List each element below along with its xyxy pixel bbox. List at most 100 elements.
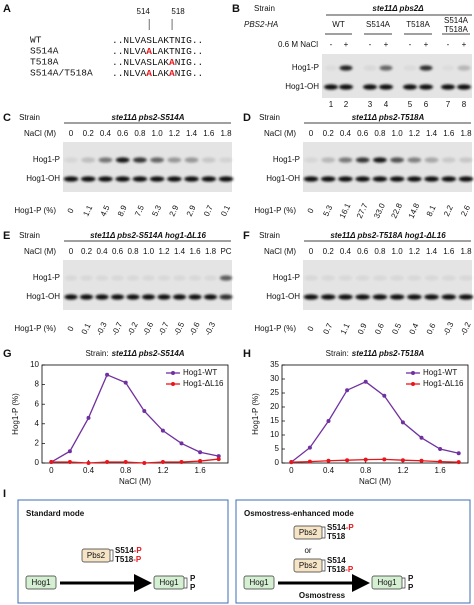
bracket bbox=[402, 577, 406, 589]
data-point bbox=[456, 460, 461, 465]
nacl-value: 0.4 bbox=[100, 129, 112, 138]
nacl-value: 0.4 bbox=[340, 129, 352, 138]
y-tick-label: 6 bbox=[35, 399, 40, 408]
legend-label: Hog1-WT bbox=[183, 368, 217, 377]
nacl-value: 0 bbox=[309, 247, 314, 256]
hog1p-value: -0.3 bbox=[441, 320, 455, 337]
data-point bbox=[105, 372, 110, 377]
lane-number: 2 bbox=[344, 100, 349, 109]
y-tick-label: 5 bbox=[275, 444, 280, 453]
phospho-band bbox=[441, 275, 456, 281]
blot bbox=[322, 54, 472, 98]
band-label: Hog1-OH bbox=[285, 82, 319, 91]
nacl-value: 0.6 bbox=[112, 247, 124, 256]
nacl-value: 0.6 bbox=[117, 129, 129, 138]
x-tick-label: 0 bbox=[289, 466, 294, 475]
nacl-value: 0 bbox=[69, 129, 74, 138]
plot-frame bbox=[281, 364, 469, 464]
strain-name: ste11Δ pbs2-S514A bbox=[112, 113, 185, 122]
hog1p-value: 2.2 bbox=[442, 203, 455, 217]
nacl-value: 1.8 bbox=[460, 247, 472, 256]
blot bbox=[63, 260, 232, 310]
hog1p-value: 16.1 bbox=[338, 201, 353, 219]
nacl-value: 0.8 bbox=[374, 129, 386, 138]
data-point bbox=[326, 419, 331, 423]
band-label: Hog1-P bbox=[273, 273, 300, 282]
phospho-band bbox=[64, 275, 78, 281]
nacl-label: NaCl (M) bbox=[24, 129, 56, 138]
treatment-sign: - bbox=[409, 40, 412, 49]
y-tick-label: 30 bbox=[270, 374, 279, 383]
stimulus: Osmostress bbox=[299, 591, 346, 600]
data-point bbox=[363, 379, 368, 384]
nacl-value: 0.2 bbox=[83, 129, 95, 138]
hog1p-value: 2.6 bbox=[459, 203, 472, 217]
total-band bbox=[126, 294, 140, 300]
data-point bbox=[345, 458, 350, 463]
hog1p-value: 0.7 bbox=[202, 203, 215, 217]
phospho-band bbox=[64, 157, 78, 163]
phospho-band bbox=[442, 65, 455, 70]
phospho-band bbox=[80, 275, 93, 281]
nacl-value: 1.0 bbox=[392, 247, 404, 256]
site-name: S514 bbox=[327, 556, 346, 565]
phospho-band bbox=[355, 157, 370, 163]
hog1p-label: Hog1-P (%) bbox=[254, 324, 296, 333]
phospho-band bbox=[173, 275, 186, 281]
nacl-value: 1.2 bbox=[169, 129, 181, 138]
plasmid-variant: WT bbox=[332, 20, 345, 29]
mutant-name: S514A/T518A bbox=[30, 68, 93, 79]
site-mod: -P bbox=[134, 546, 143, 555]
total-band bbox=[338, 176, 353, 182]
phospho-band bbox=[142, 275, 155, 281]
plasmid-variant: S514A bbox=[366, 20, 391, 29]
nacl-value: 0.2 bbox=[81, 247, 93, 256]
mode-box bbox=[235, 499, 471, 604]
series-line bbox=[291, 458, 459, 463]
lane-number: 7 bbox=[446, 100, 451, 109]
total-band bbox=[203, 294, 218, 300]
total-band bbox=[218, 176, 234, 182]
hog1p-value: 0.5 bbox=[390, 321, 403, 335]
total-band bbox=[424, 294, 439, 300]
x-axis-label: NaCl (M) bbox=[119, 477, 151, 486]
total-band bbox=[303, 294, 319, 300]
total-band bbox=[441, 84, 455, 90]
nacl-value: 1.2 bbox=[158, 247, 170, 256]
phospho-band bbox=[403, 65, 417, 71]
band-label: Hog1-OH bbox=[26, 292, 60, 301]
lane-number: 1 bbox=[329, 100, 334, 109]
site-mod: -P bbox=[133, 555, 142, 564]
treatment-sign: + bbox=[462, 40, 467, 49]
phospho-band bbox=[219, 157, 233, 163]
hog1p-value: -0.2 bbox=[459, 320, 473, 337]
total-band bbox=[407, 294, 422, 300]
total-band bbox=[419, 84, 433, 90]
nacl-value: 0.2 bbox=[323, 247, 335, 256]
phospho-band bbox=[325, 65, 338, 70]
chart-title: Strain: ste11Δ pbs2-T518A bbox=[326, 349, 425, 358]
phospho-band bbox=[373, 275, 387, 281]
mutant-name: T518A bbox=[30, 57, 59, 68]
phospho-band bbox=[188, 275, 202, 281]
x-tick-label: 1.2 bbox=[157, 466, 169, 475]
data-point bbox=[363, 457, 368, 462]
hog1p-value: 1.1 bbox=[81, 203, 94, 217]
hog1p-label: Hog1-P (%) bbox=[254, 206, 296, 215]
site-label: T518 bbox=[327, 532, 346, 541]
hog1p-value: 0.4 bbox=[408, 321, 421, 335]
strain-name: ste11Δ pbs2-T518A bbox=[352, 113, 425, 122]
pbs2-text: Pbs2 bbox=[87, 551, 106, 560]
data-point bbox=[179, 460, 184, 465]
hog1p-value: 22.8 bbox=[389, 201, 404, 219]
hog1p-value: 5.3 bbox=[150, 203, 163, 217]
phospho-band bbox=[419, 65, 433, 71]
phospho-band bbox=[379, 65, 393, 71]
sequence-part: LAKTNIG.. bbox=[152, 46, 203, 57]
phospho-band bbox=[424, 275, 439, 281]
hog1p-value: 2.9 bbox=[185, 203, 198, 217]
total-band bbox=[64, 294, 78, 300]
total-band bbox=[167, 176, 182, 182]
sequence-part: NIG.. bbox=[175, 57, 204, 68]
